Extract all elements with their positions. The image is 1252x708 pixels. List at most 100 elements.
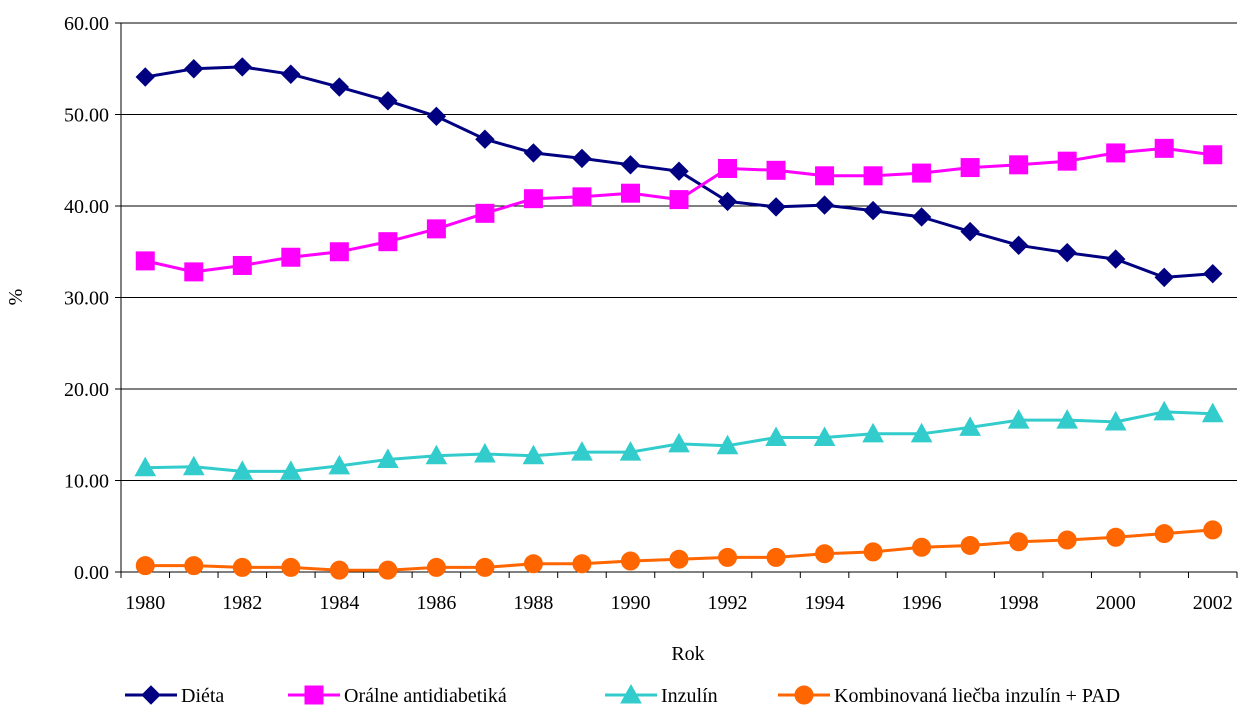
data-point-1	[717, 191, 738, 212]
x-axis-title: Rok	[671, 643, 704, 665]
data-point-4	[620, 551, 640, 571]
data-point-2	[766, 160, 786, 180]
data-point-2	[184, 262, 204, 282]
legend-label-4: Kombinovaná liečba inzulín + PAD	[834, 685, 1120, 707]
data-point-4	[1106, 527, 1126, 547]
data-point-2	[1009, 155, 1029, 175]
data-point-2	[1154, 138, 1174, 158]
data-point-2	[960, 158, 980, 178]
data-point-3	[377, 448, 399, 468]
data-point-2	[863, 166, 883, 186]
data-point-3	[279, 460, 302, 480]
data-point-2	[281, 247, 301, 267]
y-tick-label: 30.00	[64, 288, 109, 310]
legend-marker-3	[620, 683, 642, 704]
data-point-4	[281, 557, 301, 577]
data-point-3	[959, 416, 981, 436]
x-tick-labels: 1980 1982 1984 1986 1988 1990 1992 1994 1996 1998…	[125, 592, 1232, 614]
legend-label-1: Diéta	[181, 685, 224, 707]
data-point-1	[135, 67, 155, 87]
data-point-3	[1201, 402, 1224, 423]
data-point-3	[862, 422, 884, 443]
data-point-1	[281, 64, 301, 84]
data-point-3	[1007, 409, 1030, 429]
y-tick-label: 60.00	[64, 13, 109, 35]
legend-label-2: Orálne antidiabetiká	[344, 685, 507, 707]
data-point-4	[718, 547, 738, 567]
data-point-4	[232, 557, 252, 577]
legend-marker-1	[141, 685, 161, 705]
data-point-4	[863, 542, 883, 562]
x-tick-label: 1988	[513, 592, 553, 614]
data-point-1	[620, 155, 641, 175]
data-point-2	[620, 183, 640, 203]
data-point-3	[1104, 410, 1127, 431]
data-point-1	[232, 57, 253, 77]
x-tick-label: 1980	[125, 592, 165, 614]
data-point-1	[1105, 249, 1126, 269]
data-point-3	[571, 441, 593, 461]
data-point-2	[523, 189, 543, 209]
series-lines	[144, 65, 1213, 572]
data-point-1	[184, 59, 204, 79]
legend-marker-2	[304, 685, 324, 705]
data-point-2	[378, 232, 398, 252]
axes	[115, 22, 1238, 578]
data-point-2	[329, 242, 349, 262]
x-tick-label: 1982	[222, 592, 262, 614]
x-tick-label: 1996	[902, 592, 942, 614]
data-point-1	[1008, 235, 1029, 256]
data-point-4	[960, 535, 980, 555]
data-point-3	[910, 422, 933, 443]
data-point-4	[523, 554, 543, 574]
y-tick-label: 20.00	[64, 379, 109, 401]
x-tick-label: 1984	[319, 592, 359, 614]
data-point-1	[523, 143, 544, 163]
data-point-2	[718, 158, 738, 178]
legend-label-3: Inzulín	[661, 685, 718, 707]
data-point-3	[134, 456, 157, 477]
data-point-4	[378, 560, 398, 580]
data-point-1	[1154, 267, 1174, 288]
data-point-4	[669, 549, 689, 569]
data-point-4	[184, 556, 204, 576]
data-point-3	[425, 444, 448, 465]
data-point-2	[232, 255, 252, 275]
data-point-2	[572, 187, 592, 207]
data-point-4	[1009, 532, 1029, 552]
data-point-1	[475, 129, 495, 149]
data-point-1	[766, 197, 786, 217]
x-tick-label: 1998	[999, 592, 1039, 614]
gridlines	[121, 22, 1237, 481]
data-point-3	[182, 455, 205, 476]
data-point-1	[1203, 264, 1223, 284]
data-point-1	[1057, 242, 1077, 263]
data-point-4	[135, 556, 155, 576]
data-point-2	[426, 219, 446, 239]
data-point-3	[1056, 409, 1079, 429]
data-point-2	[669, 190, 689, 210]
data-point-4	[815, 544, 835, 564]
data-point-4	[329, 560, 349, 580]
legend-marker-4	[794, 685, 814, 705]
data-point-2	[912, 163, 932, 183]
data-point-2	[475, 203, 495, 223]
data-point-4	[1203, 520, 1223, 540]
data-point-4	[572, 554, 592, 574]
data-point-4	[475, 557, 495, 577]
data-point-4	[1057, 530, 1077, 550]
data-point-1	[669, 161, 689, 181]
data-point-3	[765, 426, 787, 446]
data-point-4	[766, 547, 786, 567]
data-point-1	[426, 106, 447, 127]
data-point-3	[474, 442, 496, 463]
data-point-2	[1203, 145, 1223, 165]
data-point-1	[863, 200, 883, 221]
data-point-3	[619, 441, 642, 461]
data-point-3	[231, 460, 254, 480]
data-point-1	[911, 207, 932, 227]
data-point-3	[328, 454, 351, 475]
data-point-4	[912, 537, 932, 557]
legend: Diéta Orálne antidiabetiká Inzulín Kombinov…	[125, 683, 1120, 707]
